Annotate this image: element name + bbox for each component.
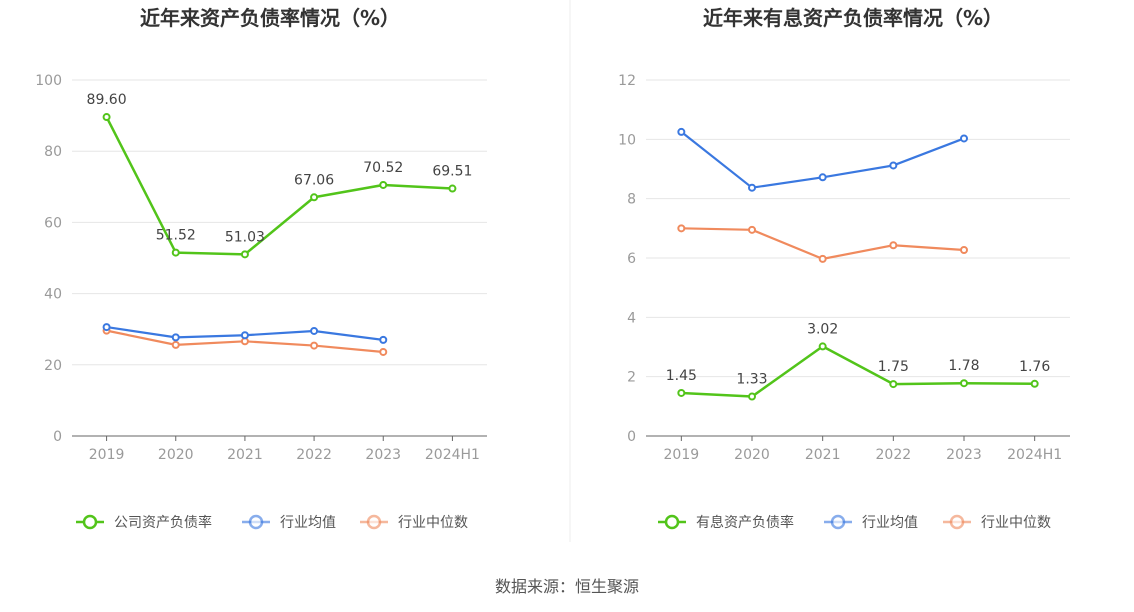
legend-label: 有息资产负债率 [696,514,794,531]
y-tick-label: 12 [618,73,636,89]
y-tick-label: 0 [53,429,62,445]
chart-title: 近年来有息资产负债率情况（%） [703,6,1003,30]
data-point [379,180,388,189]
data-label: 70.52 [363,160,403,176]
data-point [310,193,319,202]
interest-bearing-debt-ratio-chart: 近年来有息资产负债率情况（%） 0 2 4 6 8 10 12 2019 2020 2021 2022… [618,6,1070,531]
data-point [677,388,686,397]
x-tick-label: 2022 [296,447,332,463]
y-tick-label: 0 [627,429,636,445]
data-point [310,341,319,350]
legend-label: 行业均值 [862,515,918,531]
data-point [102,113,111,122]
series-line [681,227,965,260]
data-point [889,241,898,250]
legend-item: 行业均值 [242,514,336,531]
data-point [240,331,249,340]
data-label: 69.51 [432,164,472,180]
data-label: 3.02 [807,321,838,337]
data-label: 1.78 [948,358,979,374]
x-tick-label: 2020 [158,447,194,463]
legend-swatch-marker [949,514,965,530]
y-tick-label: 8 [627,192,636,208]
data-source-note: 数据来源：恒生聚源 [495,577,639,596]
data-point [171,333,180,342]
data-point [379,335,388,344]
data-point [171,340,180,349]
x-tick-label: 2020 [734,447,770,463]
y-tick-label: 4 [627,310,636,326]
x-tick-label: 2021 [227,447,263,463]
y-tick-label: 100 [35,73,62,89]
legend-item: 公司资产负债率 [76,514,212,531]
y-tick-label: 80 [44,144,62,160]
data-point [748,183,756,192]
legend-item: 行业均值 [824,514,918,531]
legend-swatch-marker [82,514,98,530]
data-label: 1.76 [1019,359,1050,375]
data-point [960,245,968,254]
debt-ratio-chart: 近年来资产负债率情况（%） 0 20 40 60 80 100 2019 2020 2021 202… [35,6,487,531]
series-line [105,116,453,256]
y-tick-label: 2 [627,370,636,386]
legend-swatch-marker [830,514,846,530]
legend-item: 行业中位数 [360,514,468,531]
data-point [818,254,827,263]
data-point [960,379,968,388]
data-label: 67.06 [294,172,334,188]
data-point [1030,379,1039,388]
legend-item: 行业中位数 [943,514,1051,531]
x-tick-label: 2023 [946,447,982,463]
legend-label: 公司资产负债率 [114,514,212,531]
x-tick-label: 2019 [664,447,700,463]
data-label: 89.60 [87,92,127,108]
data-point [171,248,180,257]
legend-label: 行业均值 [280,515,336,531]
data-label: 1.75 [878,359,909,375]
data-point [102,323,111,332]
data-label: 51.03 [225,229,265,245]
x-tick-label: 2022 [876,447,912,463]
data-point [240,250,249,259]
data-point [748,392,756,401]
y-tick-label: 40 [44,287,62,303]
data-point [960,134,968,143]
data-point [677,224,686,233]
x-tick-label: 2024H1 [425,447,480,463]
legend-swatch-marker [664,514,680,530]
y-tick-label: 6 [627,251,636,267]
x-tick-label: 2023 [365,447,401,463]
x-tick-label: 2024H1 [1007,447,1062,463]
y-tick-label: 10 [618,132,636,148]
y-tick-label: 20 [44,358,62,374]
legend-swatch-marker [248,514,264,530]
legend-label: 行业中位数 [398,515,468,531]
data-point [889,161,898,170]
x-tick-label: 2019 [89,447,125,463]
data-label: 1.33 [736,372,767,388]
data-point [310,326,319,335]
data-point [379,347,388,356]
series-line [681,345,1035,398]
chart-title: 近年来资产负债率情况（%） [140,6,400,30]
data-point [448,184,457,193]
legend-swatch-marker [366,514,382,530]
y-tick-label: 60 [44,215,62,231]
legend-item: 有息资产负债率 [658,514,794,531]
data-point [818,173,827,182]
data-point [818,342,827,351]
data-label: 51.52 [156,228,196,244]
data-point [748,225,756,234]
legend-label: 行业中位数 [981,515,1051,531]
x-tick-label: 2021 [805,447,841,463]
data-label: 1.45 [666,368,697,384]
data-point [677,127,686,136]
data-point [889,380,898,389]
